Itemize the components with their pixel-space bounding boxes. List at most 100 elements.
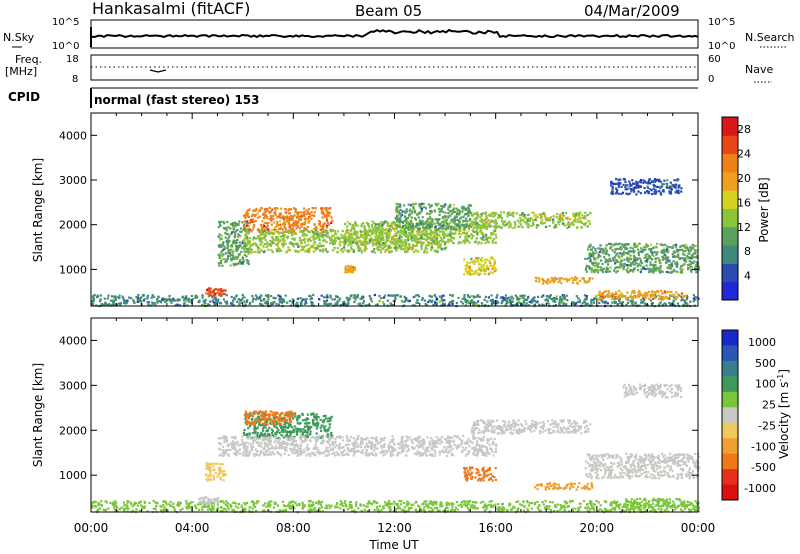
data-cell	[541, 303, 544, 306]
data-cell	[324, 302, 328, 306]
data-cell	[241, 256, 244, 259]
data-cell	[611, 186, 614, 189]
data-cell	[589, 212, 592, 215]
data-cell	[333, 230, 336, 233]
data-cell	[243, 227, 247, 230]
data-cell	[463, 258, 466, 261]
data-cell	[680, 295, 683, 298]
data-cell	[361, 242, 364, 245]
data-cell	[404, 226, 408, 229]
data-cell	[354, 224, 357, 227]
data-cell	[344, 237, 347, 240]
data-cell	[143, 298, 146, 301]
data-cell	[611, 244, 614, 248]
data-cell	[636, 181, 640, 184]
data-cell	[646, 259, 649, 262]
data-cell	[136, 300, 139, 303]
data-cell	[659, 185, 662, 188]
data-cell	[658, 303, 661, 306]
data-cell	[686, 296, 689, 299]
data-cell	[676, 293, 680, 296]
data-cell	[670, 185, 673, 188]
data-cell	[329, 296, 332, 299]
data-cell	[247, 216, 251, 219]
data-cell	[652, 246, 655, 249]
data-cell	[392, 510, 395, 513]
data-cell	[387, 236, 390, 239]
data-cell	[463, 296, 466, 299]
data-cell	[323, 296, 326, 299]
data-cell	[309, 245, 312, 248]
data-cell	[651, 269, 654, 272]
data-cell	[223, 222, 226, 225]
data-cell	[308, 250, 311, 253]
data-cell	[265, 300, 268, 303]
data-cell	[458, 227, 461, 230]
data-cell	[440, 207, 443, 210]
data-cell	[254, 220, 257, 223]
data-cell	[224, 289, 227, 292]
data-cell	[260, 303, 263, 306]
data-cell	[255, 237, 258, 240]
data-cell	[412, 207, 415, 210]
data-cell	[530, 217, 533, 220]
data-cell	[409, 204, 412, 207]
power-scatter	[91, 177, 700, 308]
data-cell	[637, 254, 640, 257]
data-cell	[239, 300, 242, 303]
data-cell	[410, 235, 413, 238]
data-cell	[356, 236, 359, 239]
data-cell	[453, 220, 456, 223]
data-cell	[607, 254, 611, 257]
data-cell	[218, 233, 221, 236]
data-cell	[370, 231, 373, 234]
data-cell	[397, 217, 400, 220]
data-cell	[654, 269, 657, 272]
data-cell	[683, 507, 687, 510]
data-cell	[287, 209, 290, 212]
data-cell	[468, 223, 472, 226]
data-cell	[306, 238, 309, 241]
data-cell	[244, 303, 247, 306]
data-cell	[626, 298, 629, 301]
data-cell	[380, 238, 384, 242]
data-cell	[314, 227, 317, 230]
data-cell	[616, 253, 619, 256]
data-cell	[644, 509, 647, 512]
data-cell	[345, 230, 348, 233]
data-cell	[343, 300, 346, 303]
data-cell	[633, 256, 636, 259]
data-cell	[488, 214, 491, 217]
data-cell	[633, 182, 636, 185]
data-cell	[640, 268, 643, 271]
data-cell	[495, 300, 499, 303]
data-cell	[537, 507, 540, 511]
data-cell	[643, 246, 646, 249]
data-cell	[620, 296, 623, 299]
data-cell	[151, 301, 154, 304]
data-cell	[694, 296, 697, 299]
data-cell	[675, 249, 678, 253]
data-cell	[591, 252, 594, 255]
data-cell	[642, 507, 645, 510]
data-cell	[615, 187, 618, 190]
data-cell	[652, 263, 655, 266]
data-cell	[359, 234, 362, 237]
data-cell	[554, 297, 557, 300]
data-cell	[202, 304, 205, 307]
data-cell	[436, 250, 439, 253]
data-cell	[241, 246, 244, 250]
data-cell	[300, 216, 303, 220]
data-cell	[481, 260, 484, 263]
data-cell	[621, 191, 624, 194]
data-cell	[603, 250, 606, 253]
data-cell	[304, 217, 307, 220]
data-cell	[262, 223, 265, 226]
data-cell	[450, 219, 453, 222]
data-cell	[475, 226, 478, 229]
data-cell	[467, 210, 470, 213]
data-cell	[367, 225, 371, 228]
data-cell	[153, 295, 156, 298]
data-cell	[318, 236, 321, 239]
data-cell	[620, 265, 623, 268]
